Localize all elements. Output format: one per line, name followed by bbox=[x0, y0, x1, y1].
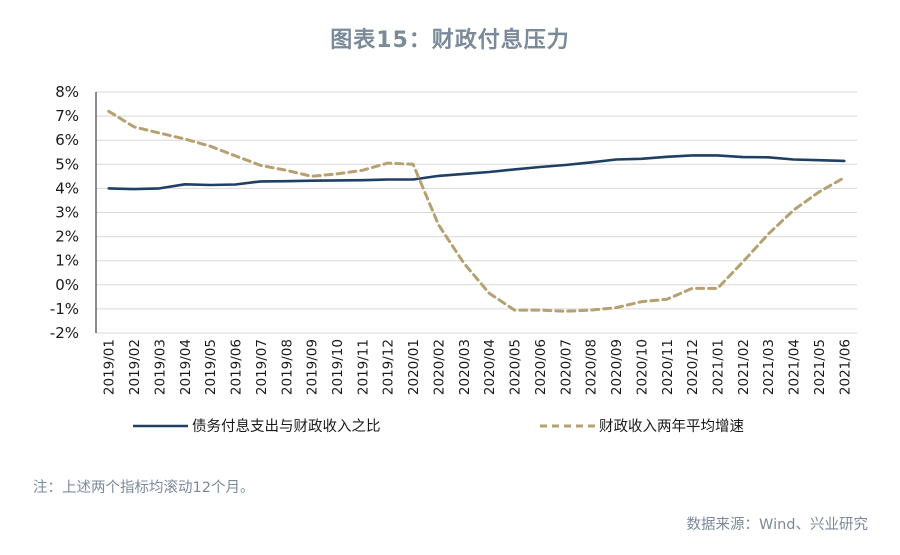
x-tick-label: 2021/06 bbox=[837, 339, 853, 395]
y-tick-label: 3% bbox=[55, 204, 79, 222]
chart-title: 图表15：财政付息压力 bbox=[330, 28, 570, 53]
y-tick-labels: 8% 7% 6% 5% 4% 3% 2% 1% 0% -1% -2% bbox=[50, 83, 79, 342]
x-tick-label: 2020/09 bbox=[609, 339, 625, 395]
y-tick-label: -1% bbox=[50, 300, 79, 318]
x-tick-label: 2019/02 bbox=[127, 339, 143, 395]
x-tick-label: 2019/04 bbox=[178, 339, 194, 395]
x-tick-label: 2019/07 bbox=[254, 339, 270, 395]
x-tick-label: 2020/02 bbox=[431, 339, 447, 395]
y-tick-label: 4% bbox=[55, 179, 79, 197]
x-tick-label: 2021/02 bbox=[736, 339, 752, 395]
x-tick-label: 2019/12 bbox=[381, 339, 397, 395]
x-tick-label: 2019/10 bbox=[330, 339, 346, 395]
series-line-1 bbox=[107, 154, 846, 191]
x-tick-label: 2020/10 bbox=[634, 339, 650, 395]
y-tick-label: 0% bbox=[55, 276, 79, 294]
gridlines bbox=[96, 91, 857, 334]
x-tick-label: 2019/05 bbox=[203, 339, 219, 395]
series-lines bbox=[107, 109, 846, 313]
x-tick-label: 2021/03 bbox=[761, 339, 777, 395]
x-tick-label: 2019/03 bbox=[152, 339, 168, 395]
legend-label-2: 财政收入两年平均增速 bbox=[599, 418, 744, 435]
legend: 债务付息支出与财政收入之比 财政收入两年平均增速 bbox=[133, 418, 744, 435]
y-tick-label: -2% bbox=[50, 324, 79, 342]
x-tick-label: 2021/05 bbox=[812, 339, 828, 395]
x-tick-label: 2020/12 bbox=[685, 339, 701, 395]
x-tick-label: 2020/03 bbox=[457, 339, 473, 395]
y-tick-label: 2% bbox=[55, 228, 79, 246]
x-tick-label: 2020/11 bbox=[660, 339, 676, 395]
y-tick-label: 6% bbox=[55, 131, 79, 149]
x-tick-label: 2021/04 bbox=[787, 339, 803, 395]
x-tick-label: 2020/05 bbox=[508, 339, 524, 395]
data-source: 数据来源：Wind、兴业研究 bbox=[686, 517, 868, 533]
x-tick-label: 2020/06 bbox=[533, 339, 549, 395]
x-tick-label: 2020/01 bbox=[406, 339, 422, 395]
x-tick-labels: 2019/01 2019/02 2019/03 2019/04 2019/05 2019/… bbox=[102, 339, 854, 395]
x-tick-label: 2019/08 bbox=[279, 339, 295, 395]
y-tick-label: 1% bbox=[55, 252, 79, 270]
x-tick-label: 2020/04 bbox=[482, 339, 498, 395]
x-tick-label: 2019/11 bbox=[355, 339, 371, 395]
x-tick-label: 2020/08 bbox=[584, 339, 600, 395]
chart-note: 注：上述两个指标均滚动12个月。 bbox=[33, 480, 255, 496]
x-tick-label: 2019/01 bbox=[102, 339, 118, 395]
y-tick-label: 5% bbox=[55, 155, 79, 173]
legend-label-1: 债务付息支出与财政收入之比 bbox=[192, 418, 381, 435]
y-tick-label: 7% bbox=[55, 107, 79, 125]
x-tick-label: 2019/06 bbox=[229, 339, 245, 395]
series-line-2 bbox=[107, 109, 846, 313]
x-tick-label: 2020/07 bbox=[558, 339, 574, 395]
x-tick-label: 2019/09 bbox=[305, 339, 321, 395]
x-tick-label: 2021/01 bbox=[710, 339, 726, 395]
y-tick-label: 8% bbox=[55, 83, 79, 101]
